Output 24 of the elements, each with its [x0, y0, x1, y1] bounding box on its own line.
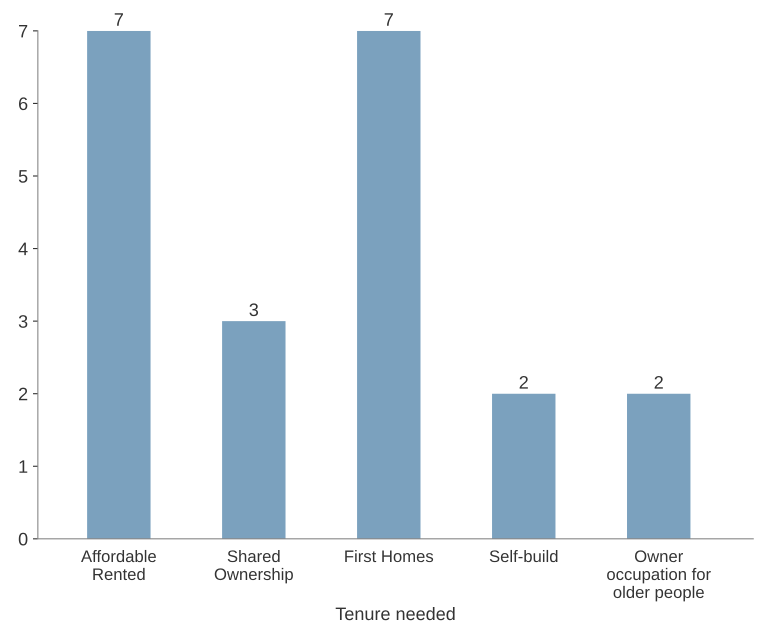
bar: [222, 321, 286, 539]
bar: [492, 394, 556, 539]
y-tick-label: 2: [18, 388, 28, 400]
y-tick-label: 6: [19, 97, 28, 110]
data-label: 7: [384, 13, 393, 26]
x-tick-label: First Homes: [345, 550, 434, 562]
data-label: 2: [654, 376, 663, 389]
x-axis-title: Tenure needed: [336, 606, 455, 620]
y-tick-label: 4: [18, 242, 28, 256]
y-tick-label: 1: [19, 460, 28, 473]
data-label: 3: [249, 303, 258, 316]
bar: [87, 30, 151, 539]
y-tick-label: 0: [18, 532, 28, 546]
y-tick-label: 7: [19, 24, 28, 38]
x-tick-label: Shared Ownership: [214, 550, 293, 584]
y-tick-label: 5: [18, 170, 28, 183]
data-label: 2: [520, 376, 528, 389]
x-tick-label: Affordable Rented: [81, 550, 156, 580]
bar: [357, 30, 421, 539]
y-tick-label: 3: [18, 315, 28, 328]
x-tick-label: Owner occupation for older people: [607, 550, 711, 602]
bar: [627, 394, 690, 539]
x-tick-label: Self-build: [490, 550, 558, 562]
data-label: 7: [114, 13, 123, 26]
